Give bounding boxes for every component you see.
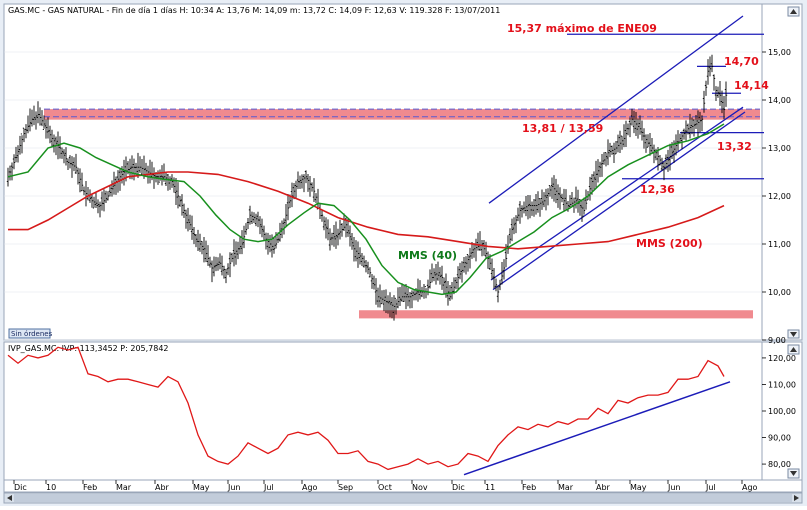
price-tick-label: 14,00 <box>768 96 791 105</box>
indicator-tick-label: 120,00 <box>768 354 796 363</box>
time-tick-label: Dic <box>14 483 27 492</box>
series-layer <box>6 54 728 471</box>
price-tick-label: 15,00 <box>768 48 791 57</box>
time-tick-label: May <box>193 483 210 492</box>
time-tick-label: 11 <box>485 483 495 492</box>
time-tick-label: May <box>630 483 647 492</box>
channel-lower-2 <box>492 111 746 291</box>
mms40-line <box>7 123 725 296</box>
time-tick-label: Feb <box>83 483 97 492</box>
annotation-1470: 14,70 <box>724 55 759 68</box>
time-tick-label: Feb <box>522 483 536 492</box>
time-tick-label: Nov <box>412 483 428 492</box>
indicator-panel-header: IVP_GAS.MC: IVP: 113,3452 P: 205,7842 <box>8 344 169 353</box>
time-tick-label: Jul <box>263 483 274 492</box>
annotation-1332: 13,32 <box>717 140 752 153</box>
ivp-line <box>7 346 725 471</box>
price-axis-bg <box>761 3 803 341</box>
price-panel-header: GAS.MC - GAS NATURAL - Fin de día 1 días… <box>8 6 500 15</box>
time-axis-bg <box>3 479 803 493</box>
scrollbar-thumb[interactable] <box>14 494 792 502</box>
price-tick-label: 13,00 <box>768 144 791 153</box>
indicator-trend-line <box>463 381 731 476</box>
time-tick-label: Mar <box>116 483 132 492</box>
time-tick-label: Mar <box>558 483 574 492</box>
time-tick-label: 10 <box>46 483 56 492</box>
time-tick-label: Abr <box>596 483 611 492</box>
support-band <box>359 310 753 319</box>
price-tick-label: 12,00 <box>768 192 791 201</box>
time-tick-label: Sep <box>338 483 353 492</box>
scroll-up-button[interactable] <box>787 6 800 17</box>
annotation-1414: 14,14 <box>734 79 769 92</box>
sin-ordenes-label: Sin órdenes <box>11 330 53 338</box>
indicator-axis-bg <box>761 341 803 481</box>
time-tick-label: Jul <box>705 483 716 492</box>
time-tick-label: Abr <box>155 483 170 492</box>
sin-ordenes-badge[interactable]: Sin órdenes <box>8 328 53 339</box>
resistance-band <box>44 109 760 120</box>
annotation-range: 13,81 / 13,59 <box>522 122 603 135</box>
max-annotation: 15,37 máximo de ENE09 <box>507 22 657 35</box>
scroll-left-arrow-icon[interactable] <box>7 495 12 501</box>
mms200-label: MMS (200) <box>636 237 703 250</box>
time-tick-label: Dic <box>452 483 465 492</box>
mms40-label: MMS (40) <box>398 249 457 262</box>
indicator-tick-label: 90,00 <box>768 434 791 443</box>
time-tick-label: Oct <box>378 483 392 492</box>
time-tick-label: Ago <box>742 483 758 492</box>
price-tick-label: 11,00 <box>768 240 791 249</box>
indicator-tick-label: 100,00 <box>768 407 796 416</box>
indicator-panel-bg <box>3 341 763 481</box>
price-tick-label: 10,00 <box>768 288 791 297</box>
scroll-right-arrow-icon[interactable] <box>794 495 799 501</box>
support-bands <box>44 108 760 319</box>
indicator-scroll-up-button[interactable] <box>787 344 800 355</box>
indicator-scroll-down-button[interactable] <box>787 468 800 479</box>
time-tick-label: Ago <box>302 483 318 492</box>
axis-ticks: 15,00 14,00 13,00 12,00 11,00 10,00 9,00 120,00… <box>13 48 796 492</box>
indicator-tick-label: 110,00 <box>768 380 796 389</box>
channel-upper <box>488 15 744 204</box>
indicator-tick-label: 80,00 <box>768 460 791 469</box>
price-tick-label: 9,00 <box>768 336 786 345</box>
scroll-down-button[interactable] <box>787 329 800 339</box>
mms200-line <box>8 171 725 250</box>
time-tick-label: Jun <box>227 483 241 492</box>
annotation-1236: 12,36 <box>640 183 675 196</box>
grid-layer <box>4 51 762 341</box>
time-tick-label: Jun <box>667 483 681 492</box>
